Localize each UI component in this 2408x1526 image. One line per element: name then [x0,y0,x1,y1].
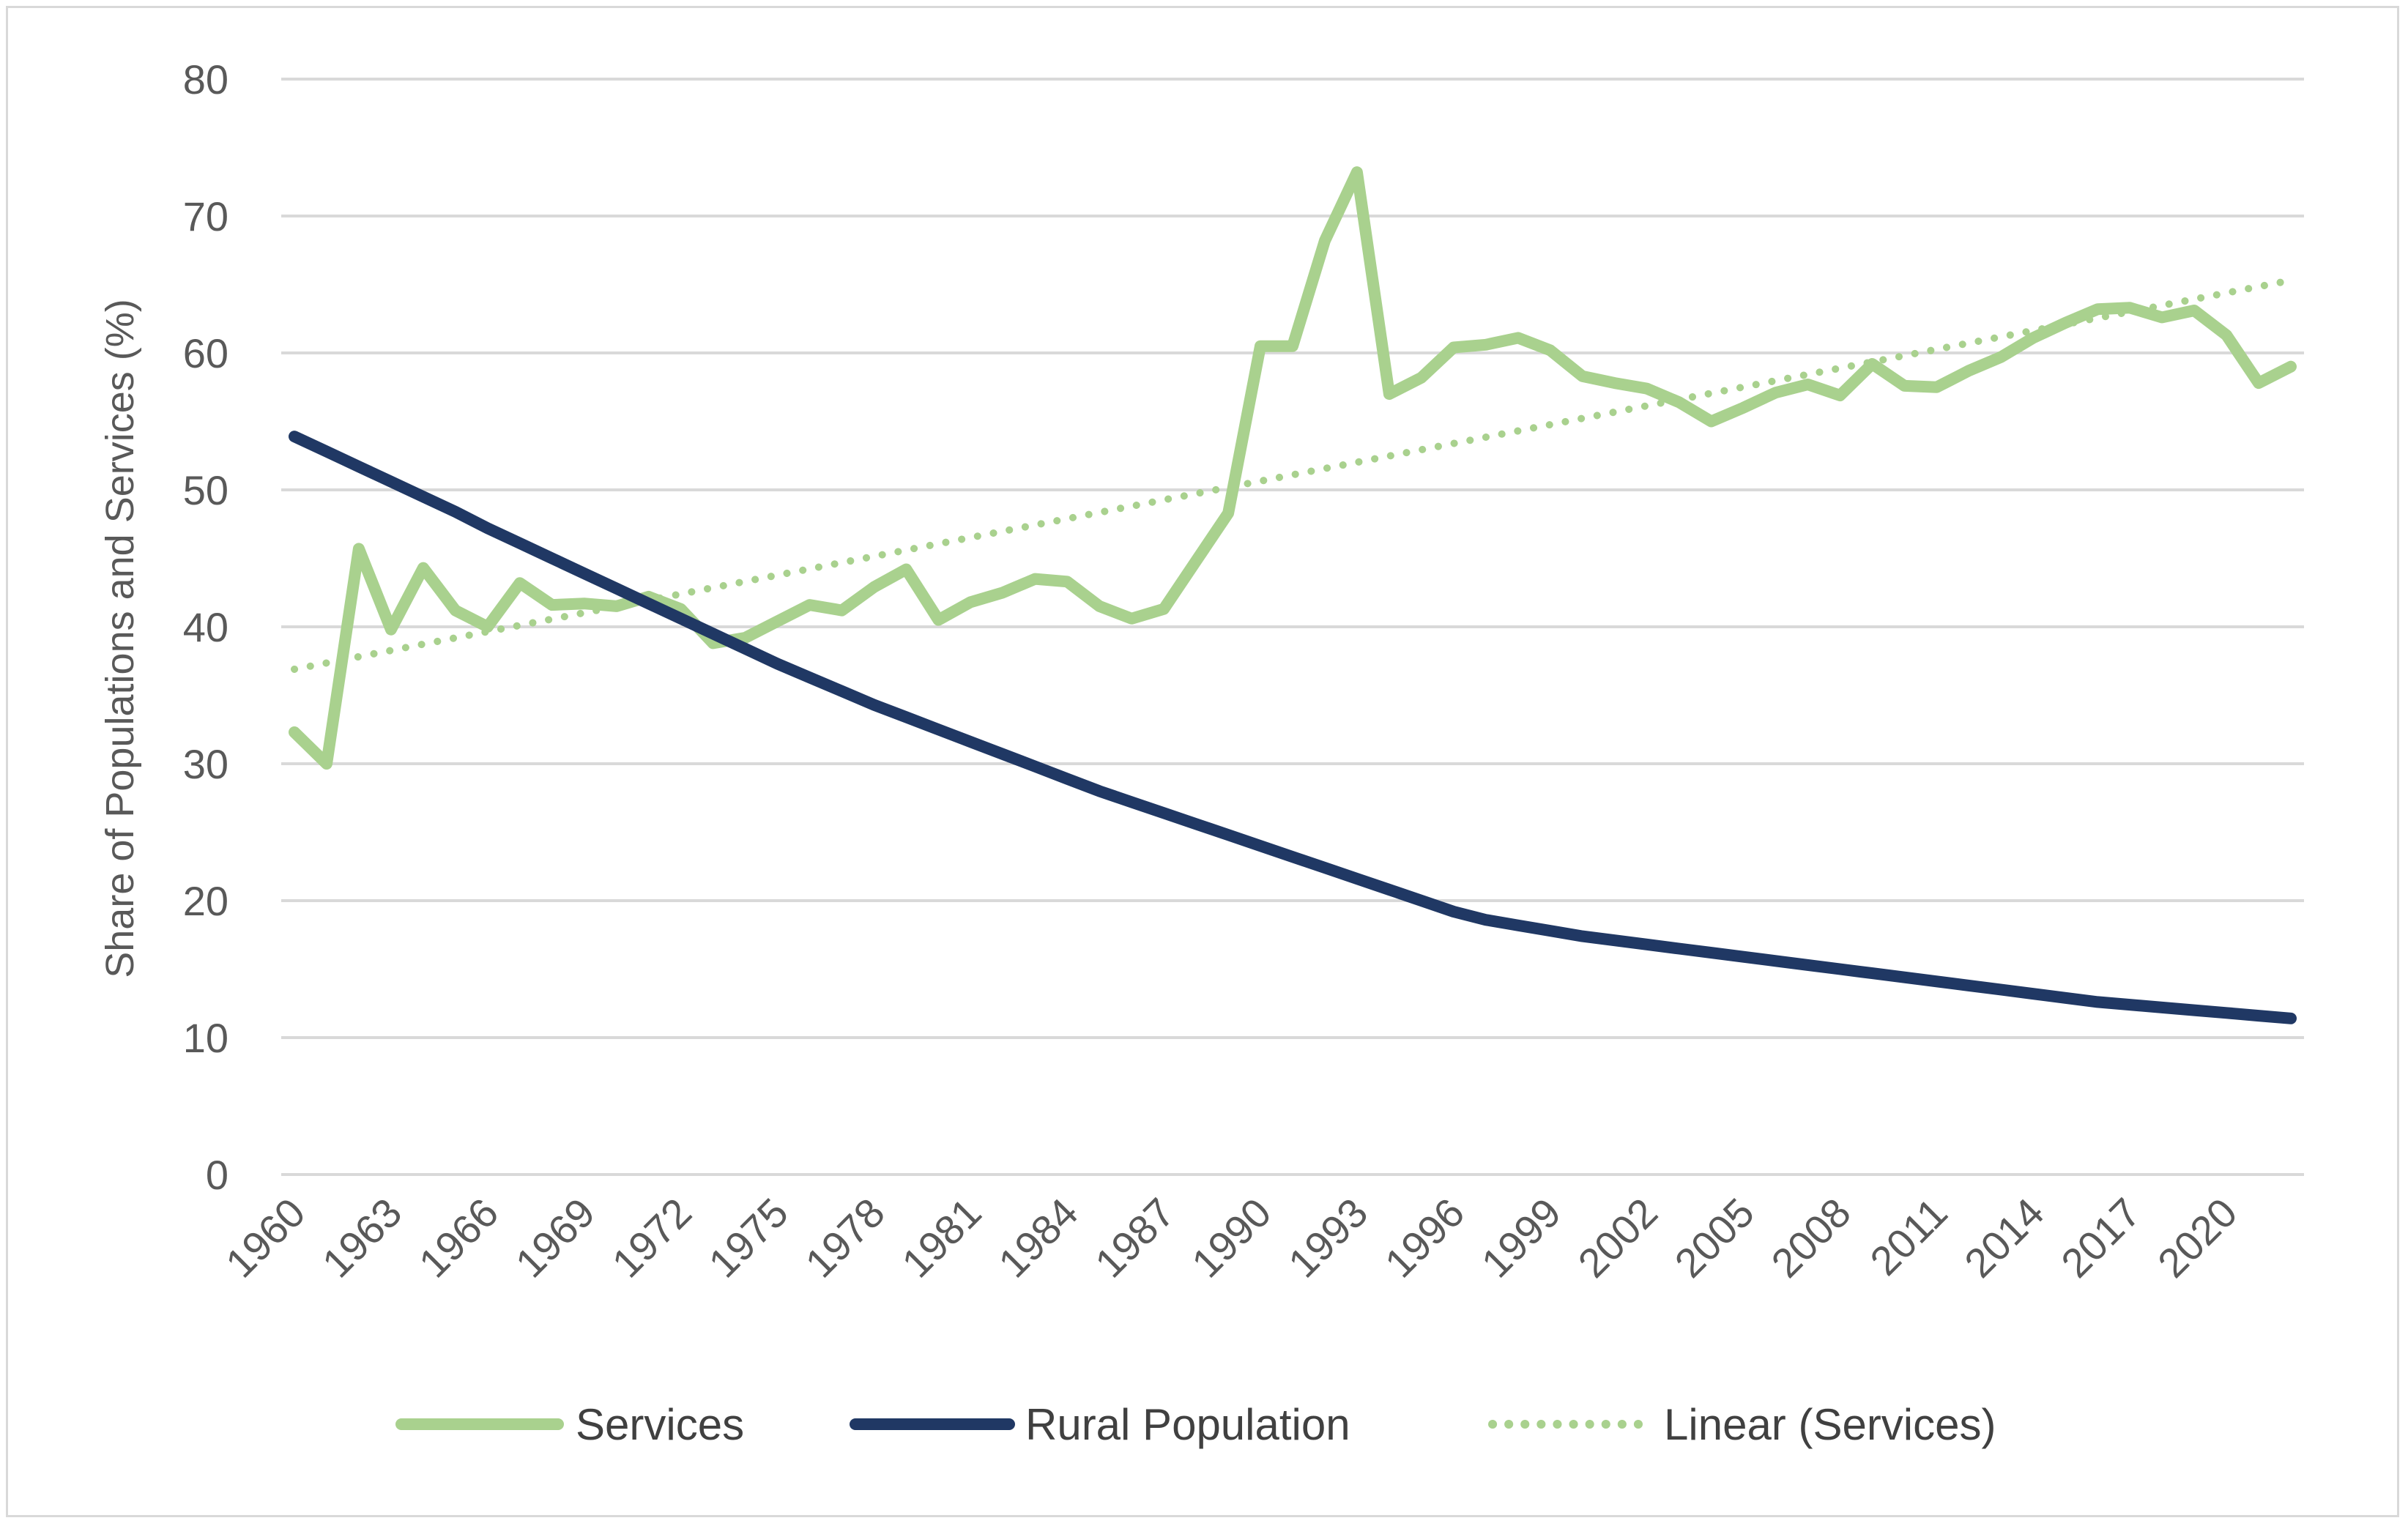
y-tick-label: 60 [183,330,228,376]
x-tick-label: 1996 [1376,1189,1474,1287]
y-tick-label: 40 [183,604,228,650]
gridlines [281,78,2304,1176]
x-tick-label: 1969 [507,1189,604,1287]
x-tick-label: 1981 [893,1189,990,1287]
chart-frame [6,6,2399,1517]
y-tick-label: 30 [183,741,228,787]
series-line-services [289,166,2297,770]
x-tick-label: 1972 [603,1189,700,1287]
series-layer [289,166,2297,1024]
x-tick-label: 2008 [1762,1189,1859,1287]
y-axis-title: Share of Populations and Services (%) [98,299,142,978]
y-tick-label: 70 [183,193,228,239]
x-tick-label: 2020 [2149,1189,2246,1287]
y-axis-ticks: 0 10 20 30 40 50 60 70 80 [183,56,228,1198]
x-tick-label: 1999 [1473,1189,1570,1287]
x-tick-label: 1966 [410,1189,508,1287]
x-tick-label: 1993 [1279,1189,1377,1287]
x-tick-label: 2011 [1861,1189,1956,1284]
x-tick-label: 1990 [1183,1189,1280,1287]
x-tick-label: 2005 [1665,1189,1763,1287]
legend-label-rural-population: Rural Population [1025,1400,1350,1449]
x-tick-label: 2014 [1955,1189,2053,1287]
x-tick-label: 1984 [989,1189,1087,1287]
legend-label-services: Services [576,1400,744,1449]
y-tick-label: 20 [183,878,228,924]
x-tick-label: 1975 [699,1189,797,1287]
legend: Services Rural Population Linear (Servic… [395,1400,1996,1449]
x-tick-label: 2002 [1569,1189,1666,1287]
legend-label-linear-services: Linear (Services) [1664,1400,1996,1449]
x-tick-label: 1978 [796,1189,893,1287]
y-tick-label: 0 [206,1152,228,1198]
series-line-rural-population [289,431,2297,1024]
x-tick-label: 2017 [2052,1189,2149,1287]
x-tick-label: 1987 [1086,1189,1183,1287]
x-tick-label: 1963 [313,1189,411,1287]
y-tick-label: 50 [183,467,228,513]
x-axis-ticks: 1960 1963 1966 1969 1972 1975 1978 1981 1984 1987… [217,1189,2246,1287]
y-tick-label: 10 [183,1015,228,1061]
x-tick-label: 1960 [217,1189,314,1287]
y-tick-label: 80 [183,56,228,103]
